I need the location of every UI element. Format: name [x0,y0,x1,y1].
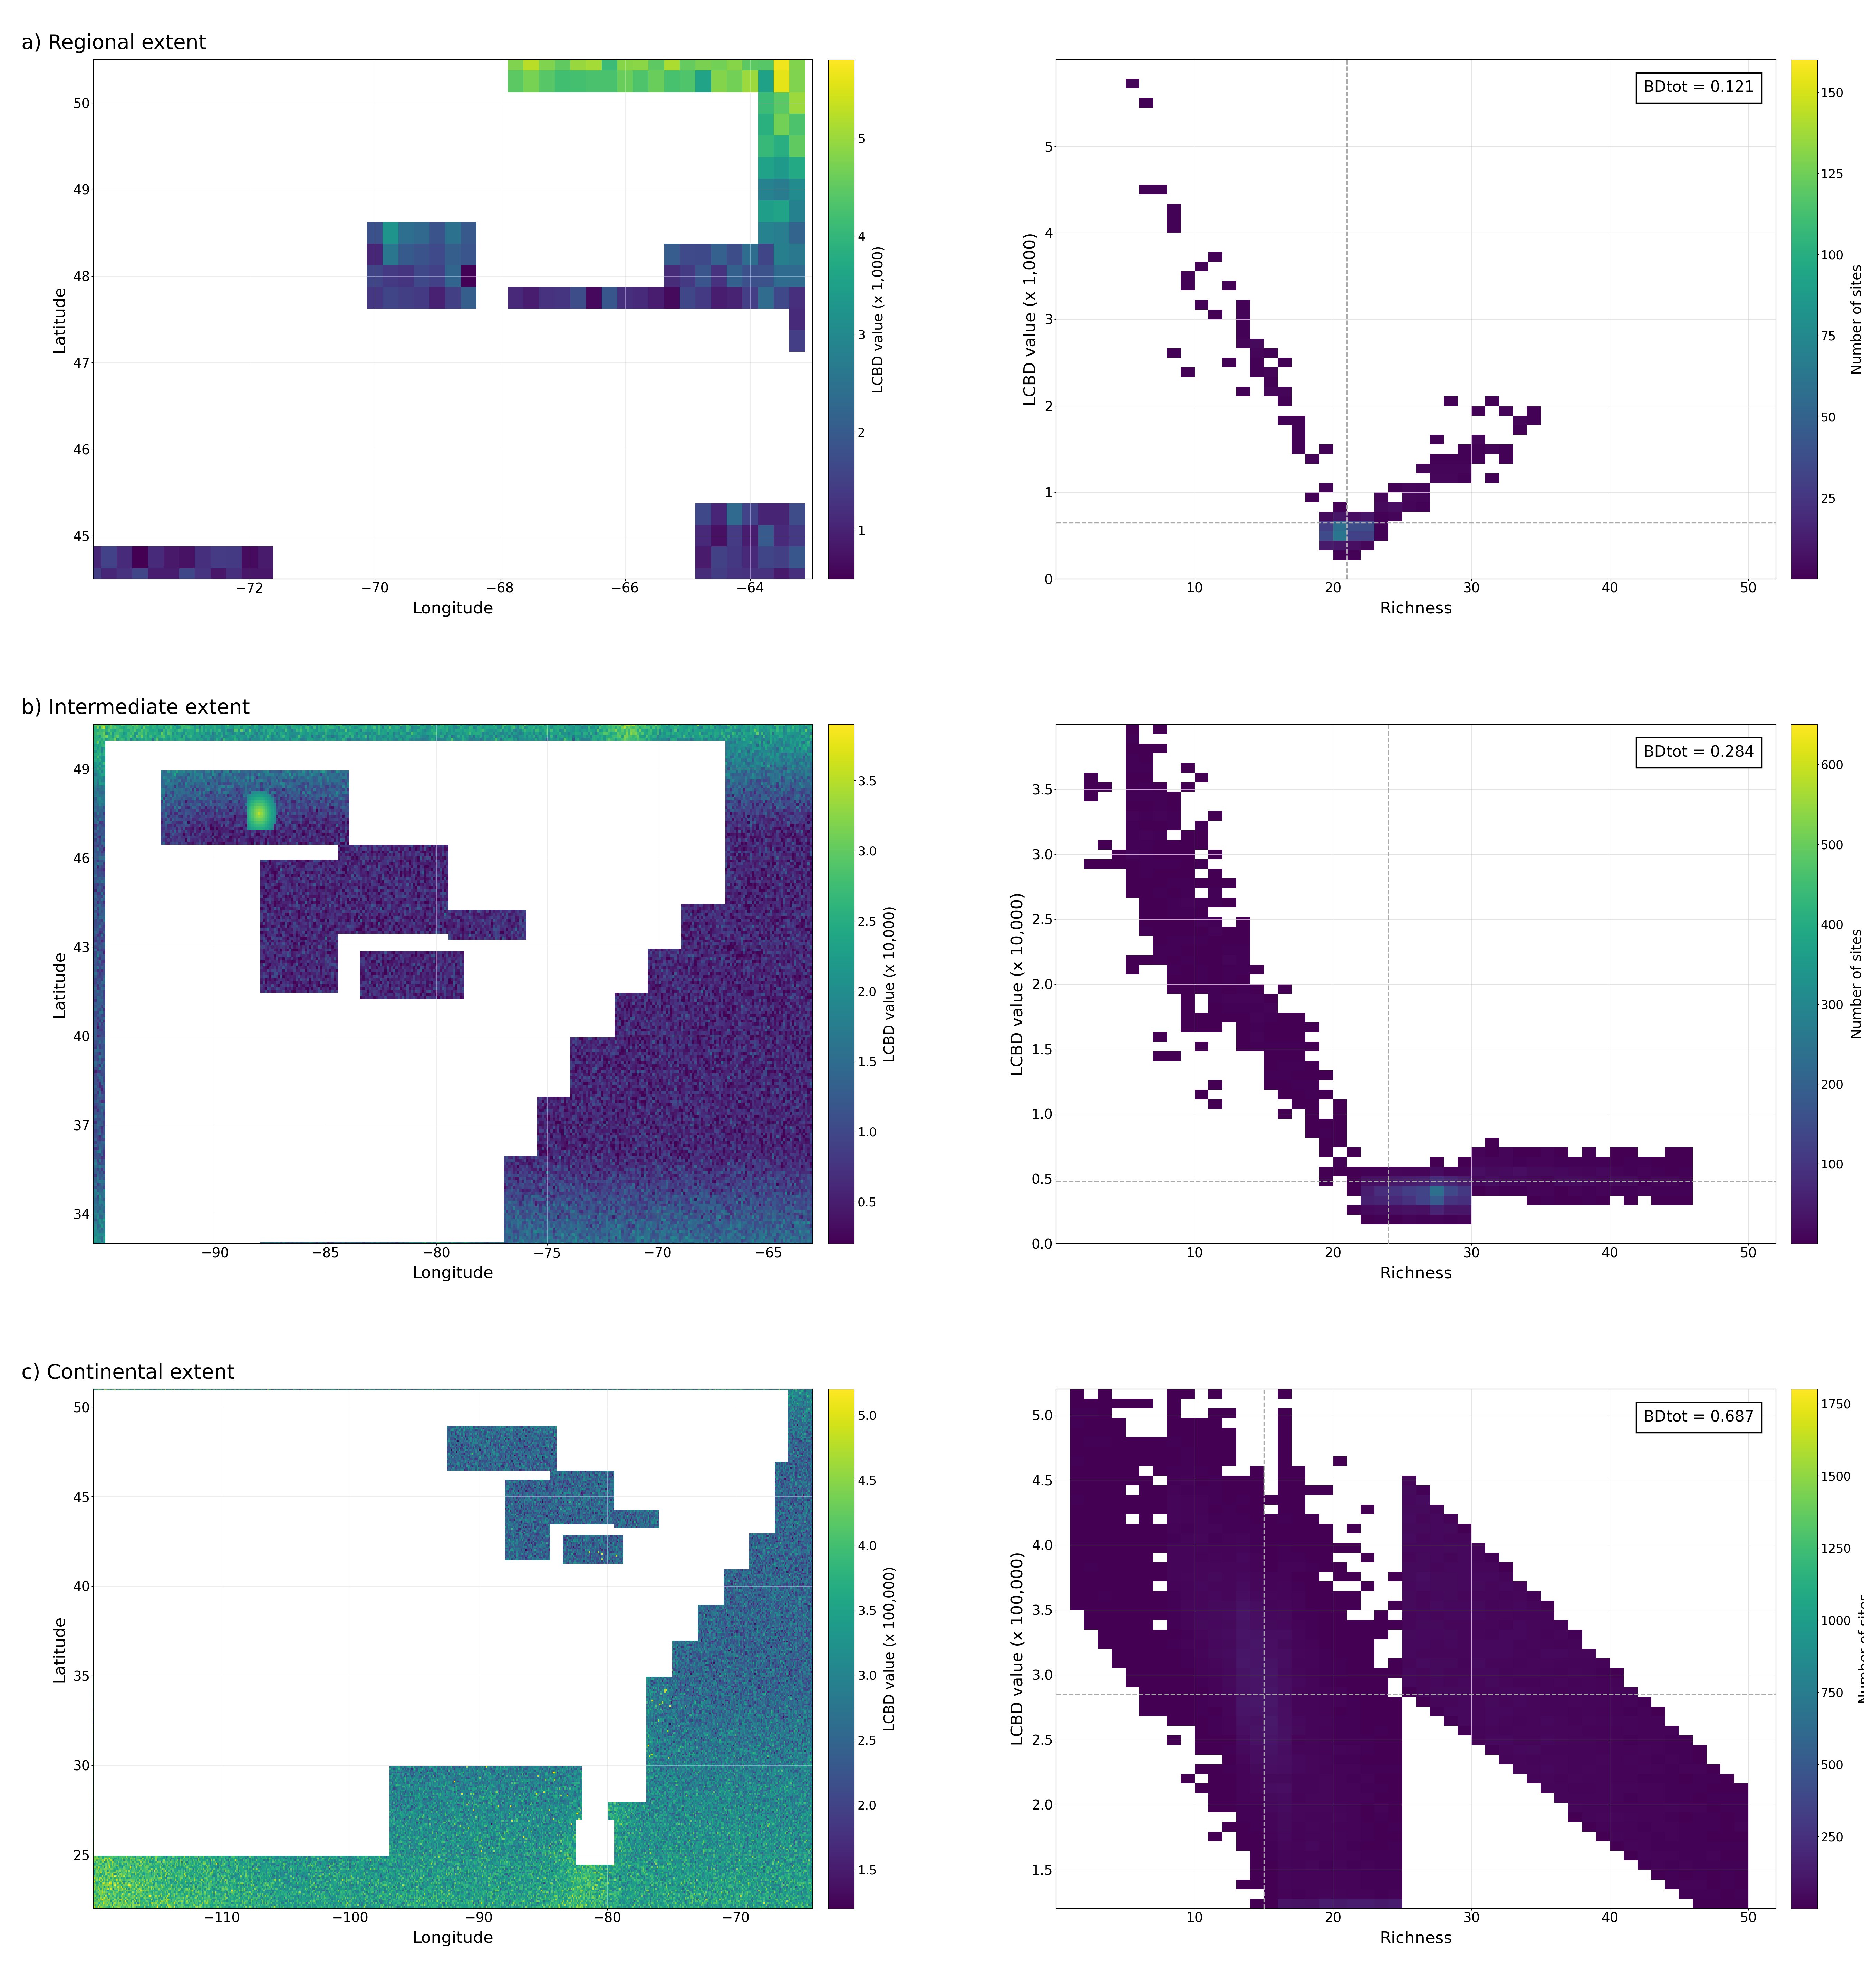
Text: BDtot = 0.687: BDtot = 0.687 [1644,1409,1754,1425]
X-axis label: Richness: Richness [1379,1266,1452,1282]
Text: c) Continental extent: c) Continental extent [21,1364,235,1384]
X-axis label: Richness: Richness [1379,1930,1452,1946]
X-axis label: Longitude: Longitude [412,1266,494,1282]
Y-axis label: LCBD value (x 100,000): LCBD value (x 100,000) [884,1567,897,1732]
Y-axis label: LCBD value (x 10,000): LCBD value (x 10,000) [884,907,897,1062]
Y-axis label: LCBD value (x 100,000): LCBD value (x 100,000) [1010,1553,1025,1745]
Y-axis label: Latitude: Latitude [52,1614,67,1682]
X-axis label: Longitude: Longitude [412,1930,494,1946]
Y-axis label: Latitude: Latitude [52,950,67,1018]
Text: a) Regional extent: a) Regional extent [21,34,207,54]
Y-axis label: Number of sites: Number of sites [1851,264,1864,374]
Text: BDtot = 0.284: BDtot = 0.284 [1644,746,1754,759]
Y-axis label: LCBD value (x 1,000): LCBD value (x 1,000) [1023,233,1038,406]
Text: b) Intermediate extent: b) Intermediate extent [21,698,250,718]
Y-axis label: Number of sites: Number of sites [1851,928,1864,1040]
Y-axis label: Latitude: Latitude [52,286,67,354]
Y-axis label: LCBD value (x 1,000): LCBD value (x 1,000) [872,245,885,394]
Text: BDtot = 0.121: BDtot = 0.121 [1644,80,1754,95]
Y-axis label: Number of sites: Number of sites [1858,1594,1864,1704]
Y-axis label: LCBD value (x 10,000): LCBD value (x 10,000) [1010,893,1025,1076]
X-axis label: Longitude: Longitude [412,600,494,616]
X-axis label: Richness: Richness [1379,600,1452,616]
